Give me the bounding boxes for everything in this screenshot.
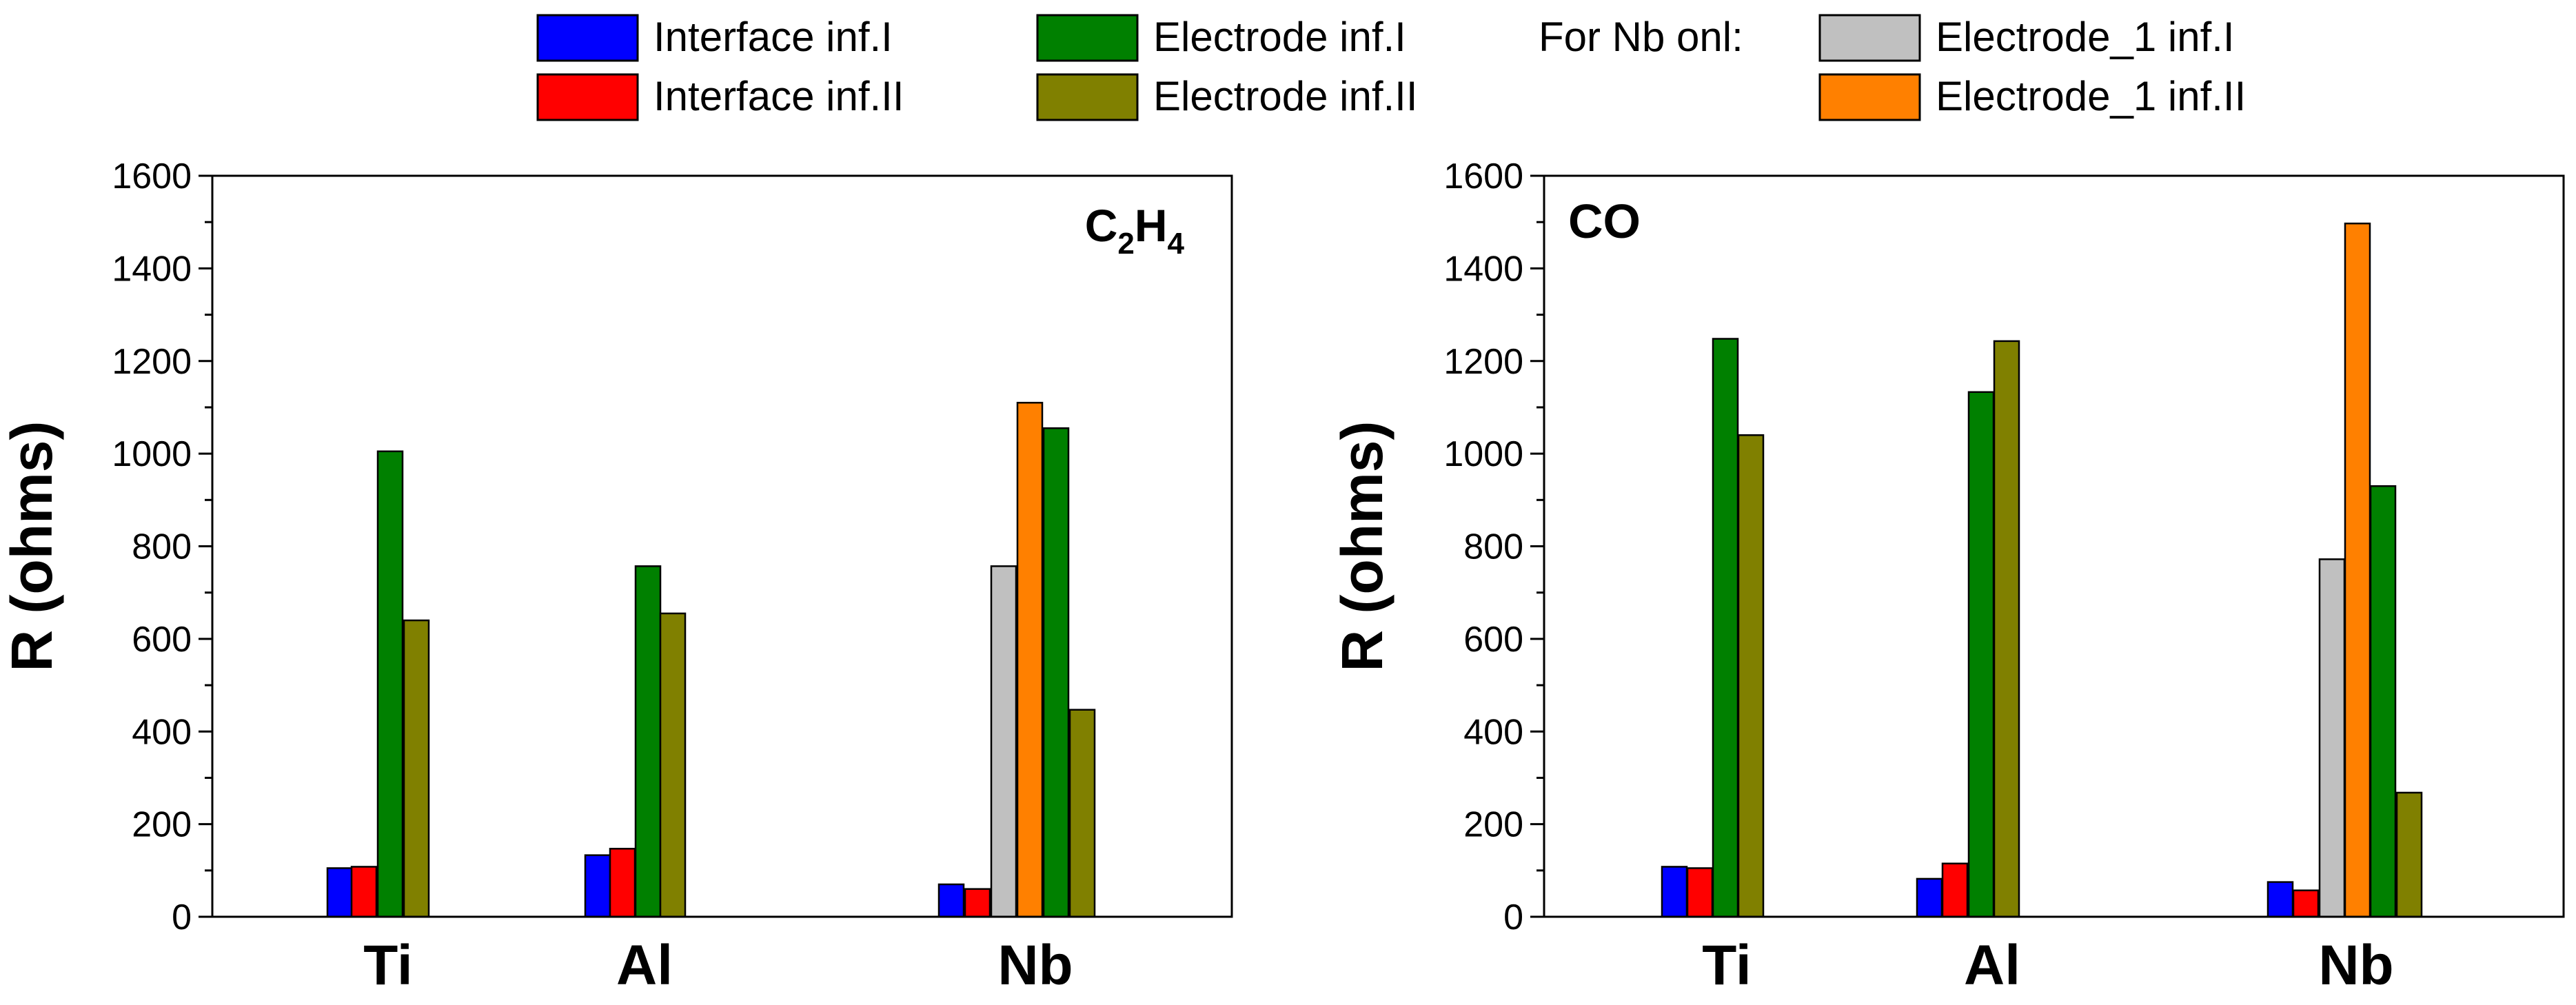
x-tick-label-ti: Ti xyxy=(1702,934,1751,997)
bar-ti-electrode-inf-i xyxy=(1712,338,1739,918)
y-tick-label: 0 xyxy=(1503,897,1523,937)
legend-label: Interface inf.I xyxy=(653,14,893,60)
x-tick-label-ti: Ti xyxy=(363,934,412,997)
y-tick-label: 600 xyxy=(132,620,192,660)
legend-label: Electrode inf.I xyxy=(1153,14,1406,60)
y-axis: 0 200 400 600 800 1000 1200 1400 1600 xyxy=(112,156,212,937)
bar-nb-electrode-1-inf-ii xyxy=(1016,401,1044,918)
chart-panel-co: 0 200 400 600 800 1000 1200 1400 1600 R (ohms) Ti A… xyxy=(1330,156,2565,997)
legend-label: Interface inf.II xyxy=(653,73,904,119)
bar-nb-electrode-inf-ii xyxy=(1068,709,1096,918)
y-tick-label: 200 xyxy=(132,805,192,845)
bar-al-electrode-inf-ii xyxy=(1993,340,2020,918)
y-tick-label: 1600 xyxy=(112,156,192,196)
legend-note: For Nb onl: xyxy=(1539,14,1743,60)
legend-item-electrode-1-inf-i: Electrode_1 inf.I xyxy=(1818,14,2235,62)
y-tick-label: 1400 xyxy=(112,249,192,289)
bar-ti-interface-inf-i xyxy=(326,867,354,918)
panel-label-part: C xyxy=(1085,200,1118,251)
chart-panel-c2h4: 0 200 400 600 800 1000 1200 1400 1600 R (ohms) Ti A… xyxy=(0,156,1233,997)
y-tick-label: 600 xyxy=(1463,620,1523,660)
bar-nb-electrode-inf-ii xyxy=(2395,791,2423,918)
bar-ti-interface-inf-ii xyxy=(1686,867,1714,918)
legend-swatch xyxy=(1818,73,1921,121)
legend-swatch xyxy=(536,73,639,121)
bar-ti-interface-inf-ii xyxy=(350,866,378,918)
y-tick-label: 1400 xyxy=(1443,249,1523,289)
y-tick-label: 1000 xyxy=(1443,434,1523,474)
legend-item-electrode-inf-ii: Electrode inf.II xyxy=(1036,73,1418,121)
bar-al-interface-inf-ii xyxy=(609,847,636,918)
y-tick-label: 1600 xyxy=(1443,156,1523,196)
y-tick-label: 0 xyxy=(172,897,192,937)
bar-nb-electrode-inf-i xyxy=(1042,427,1070,918)
legend-item-interface-inf-i: Interface inf.I xyxy=(536,14,893,62)
panel-label: C2H4 xyxy=(1085,200,1185,261)
panel-label-subscript: 2 xyxy=(1117,227,1134,261)
legend-item-interface-inf-ii: Interface inf.II xyxy=(536,73,904,121)
x-tick-label-nb: Nb xyxy=(997,934,1073,997)
bar-al-interface-inf-ii xyxy=(1941,862,1969,918)
bars xyxy=(1661,222,2423,918)
legend-swatch xyxy=(1818,14,1921,62)
y-tick-label: 800 xyxy=(132,527,192,567)
bar-nb-interface-inf-i xyxy=(2266,881,2294,918)
legend-label: Electrode_1 inf.II xyxy=(1936,73,2246,119)
legend-swatch xyxy=(536,14,639,62)
bar-al-electrode-inf-i xyxy=(634,565,662,918)
bar-ti-interface-inf-i xyxy=(1661,866,1688,918)
legend-item-electrode-inf-i: Electrode inf.I xyxy=(1036,14,1406,62)
bar-al-electrode-inf-ii xyxy=(659,612,687,918)
bar-ti-electrode-inf-ii xyxy=(403,619,430,918)
bar-al-interface-inf-i xyxy=(584,854,611,918)
legend-item-electrode-1-inf-ii: Electrode_1 inf.II xyxy=(1818,73,2246,121)
x-tick-label-nb: Nb xyxy=(2318,934,2393,997)
y-tick-label: 400 xyxy=(132,712,192,752)
bar-al-electrode-inf-i xyxy=(1967,391,1995,918)
y-axis-label: R (ohms) xyxy=(1330,421,1395,672)
panels: 0 200 400 600 800 1000 1200 1400 1600 R (ohms) Ti A… xyxy=(0,156,2565,997)
bar-nb-electrode-inf-i xyxy=(2369,485,2397,918)
y-tick-label: 1200 xyxy=(112,342,192,382)
bar-nb-electrode-1-inf-i xyxy=(2318,558,2346,918)
panel-label-part: H xyxy=(1135,200,1168,251)
bar-ti-electrode-inf-i xyxy=(376,450,404,918)
y-tick-label: 400 xyxy=(1463,712,1523,752)
legend-label: Electrode inf.II xyxy=(1153,73,1418,119)
y-tick-label: 200 xyxy=(1463,805,1523,845)
y-axis: 0 200 400 600 800 1000 1200 1400 1600 xyxy=(1443,156,1544,937)
panel-label-subscript: 4 xyxy=(1168,227,1185,261)
bars xyxy=(326,401,1096,918)
x-tick-label-al: Al xyxy=(1964,934,2020,997)
legend-label: Electrode_1 inf.I xyxy=(1936,14,2235,60)
y-tick-label: 1200 xyxy=(1443,342,1523,382)
bar-nb-interface-inf-ii xyxy=(964,888,991,918)
y-tick-label: 800 xyxy=(1463,527,1523,567)
y-tick-label: 1000 xyxy=(112,434,192,474)
y-axis-label: R (ohms) xyxy=(0,421,64,672)
x-tick-label-al: Al xyxy=(616,934,673,997)
bar-al-interface-inf-i xyxy=(1916,877,1943,918)
legend-swatch xyxy=(1036,14,1139,62)
legend-swatch xyxy=(1036,73,1139,121)
bar-nb-electrode-1-inf-i xyxy=(990,565,1017,918)
bar-nb-interface-inf-ii xyxy=(2292,889,2320,918)
bar-ti-electrode-inf-ii xyxy=(1737,434,1765,918)
bar-nb-electrode-1-inf-ii xyxy=(2344,222,2371,918)
panel-label: CO xyxy=(1568,194,1641,248)
legend: Interface inf.I Interface inf.II Electrode… xyxy=(536,14,2246,121)
bar-nb-interface-inf-i xyxy=(937,883,965,918)
